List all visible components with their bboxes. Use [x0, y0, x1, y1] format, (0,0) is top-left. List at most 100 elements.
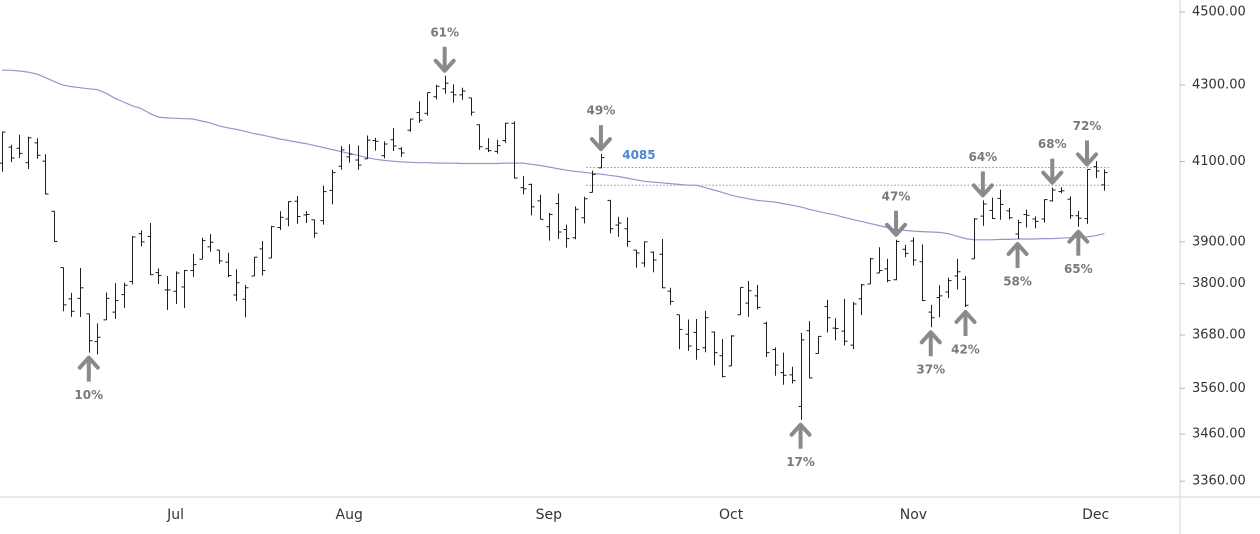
ohlc-bar [103, 292, 110, 321]
ohlc-bar [121, 282, 128, 308]
annotation-label: 17% [786, 455, 815, 469]
arrow-head [1041, 170, 1064, 185]
x-tick-label: Sep [536, 507, 563, 523]
ohlc-bar [1101, 169, 1108, 191]
ohlc-bar [737, 286, 744, 316]
ohlc-bar [650, 251, 657, 273]
arrow-head [433, 58, 456, 73]
ohlc-bar [138, 230, 145, 247]
arrow-head [789, 422, 812, 437]
ohlc-bar [355, 145, 362, 170]
ohlc-bar [346, 144, 353, 163]
ohlc-bar [268, 225, 275, 259]
ohlc-bar [1006, 208, 1013, 220]
ohlc-bar [598, 154, 605, 169]
ohlc-bar [207, 234, 214, 252]
x-tick-label: Jul [166, 507, 184, 523]
ohlc-bar [928, 304, 935, 328]
arrow-head [919, 330, 942, 345]
ohlc-bar [910, 237, 917, 266]
ohlc-bar [971, 218, 978, 260]
ohlc-bar [954, 258, 961, 290]
ohlc-bar [572, 206, 579, 240]
x-tick-label: Oct [719, 507, 744, 523]
ohlc-bar [633, 249, 640, 268]
arrow-head [971, 183, 994, 198]
ohlc-bar [34, 138, 41, 159]
ohlc-bar [16, 134, 23, 159]
ohlc-bar [711, 331, 718, 366]
annotation-label: 61% [430, 25, 459, 39]
ohlc-bar [589, 170, 596, 193]
annotation: 68% [1038, 137, 1067, 185]
ohlc-bar [945, 277, 952, 298]
ohlc-bar [233, 269, 240, 301]
ohlc-bar [416, 101, 423, 123]
ohlc-bar [25, 136, 32, 170]
ohlc-bar [442, 75, 449, 94]
ohlc-bar [390, 127, 397, 152]
ohlc-bar [129, 236, 136, 285]
ohlc-bar [537, 194, 544, 220]
ohlc-bar [242, 284, 249, 318]
ohlc-bar [190, 253, 197, 277]
ohlc-bar [962, 275, 969, 307]
ohlc-bar [68, 292, 75, 317]
ohlc-bar [563, 224, 570, 248]
ohlc-bar [51, 210, 58, 242]
ohlc-bar [607, 199, 614, 234]
ohlc-bar [980, 200, 987, 226]
ohlc-bar [667, 287, 674, 305]
ohlc-bar [476, 124, 483, 150]
annotation: 10% [74, 355, 103, 402]
ohlc-bar [459, 87, 466, 100]
ohlc-bar [754, 284, 761, 310]
annotation: 37% [916, 330, 945, 377]
ohlc-bar [0, 131, 6, 172]
ohlc-bar [1032, 216, 1039, 229]
ohlc-bar [546, 212, 553, 241]
y-tick-label: 3360.00 [1192, 474, 1246, 489]
ohlc-bar [1075, 210, 1082, 227]
ohlc-bar [659, 238, 666, 289]
annotation-label: 72% [1073, 119, 1102, 133]
ohlc-bar [1049, 187, 1056, 202]
ohlc-bar [685, 319, 692, 351]
ohlc-bar [936, 285, 943, 318]
ohlc-bar [147, 223, 154, 276]
annotation: 17% [786, 422, 815, 469]
ohlc-bar [381, 141, 388, 159]
ohlc-bar [997, 189, 1004, 220]
ohlc-bar [320, 185, 327, 225]
ohlc-bar [424, 92, 431, 116]
ohlc-bar [902, 244, 909, 258]
moving-average-line [2, 69, 1105, 241]
annotation-label: 64% [968, 150, 997, 164]
ohlc-bar [251, 256, 258, 277]
ohlc-bar [989, 197, 996, 220]
ohlc-bar [850, 301, 857, 350]
ohlc-bar [1084, 168, 1091, 224]
ohlc-bar [225, 252, 232, 278]
ohlc-bar [216, 249, 223, 264]
ohlc-bar [693, 319, 700, 360]
y-tick-label: 3900.00 [1192, 234, 1246, 249]
ohlc-bar [329, 169, 336, 205]
ohlc-bar [259, 241, 266, 276]
ohlc-bar [815, 335, 822, 355]
ohlc-bar [60, 267, 67, 312]
ohlc-bar [294, 195, 301, 224]
annotation-label: 65% [1064, 262, 1093, 276]
ohlc-bar [494, 139, 501, 154]
annotation: 61% [430, 25, 459, 73]
ohlc-bar [858, 283, 865, 316]
y-tick-label: 4100.00 [1192, 154, 1246, 169]
annotation-label: 47% [882, 189, 911, 203]
y-tick-label: 3800.00 [1192, 276, 1246, 291]
ohlc-bar [1067, 196, 1074, 219]
ohlc-bar [1015, 219, 1022, 239]
ohlc-bar [555, 193, 562, 239]
ohlc-bar [884, 258, 891, 283]
